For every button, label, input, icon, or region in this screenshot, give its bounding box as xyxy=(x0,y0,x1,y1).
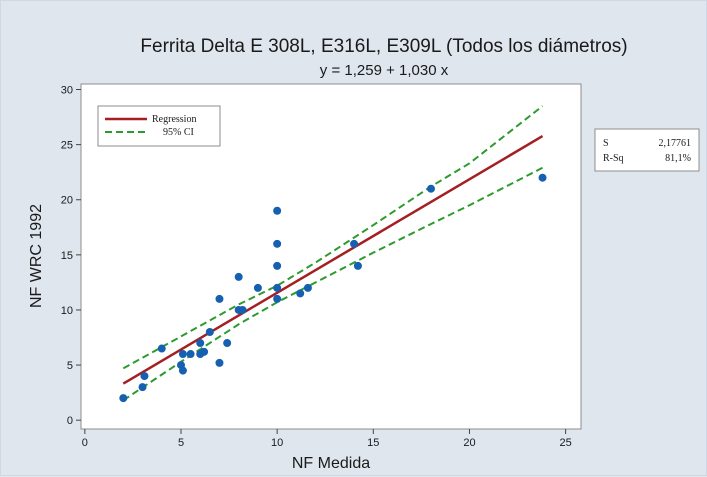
data-point xyxy=(273,294,282,303)
y-tick-label: 20 xyxy=(61,195,73,207)
data-point xyxy=(538,173,547,182)
chart-subtitle: y = 1,259 + 1,030 x xyxy=(320,62,449,79)
data-point xyxy=(296,289,305,298)
data-point xyxy=(215,358,224,367)
data-point xyxy=(200,347,209,356)
data-point xyxy=(234,272,243,281)
stats-box: S 2,17761 R-Sq 81,1% xyxy=(594,128,700,172)
data-point xyxy=(273,206,282,215)
legend-box xyxy=(97,105,221,147)
data-point xyxy=(253,283,262,292)
legend-ci-label: 95% CI xyxy=(163,127,194,138)
x-tick-label: 15 xyxy=(367,437,379,449)
data-point xyxy=(157,344,166,353)
y-axis-label: NF WRC 1992 xyxy=(28,204,45,308)
ci-lower-line xyxy=(122,166,543,402)
x-axis: 0 5 10 15 20 25 xyxy=(82,429,572,449)
data-point xyxy=(223,339,232,348)
regression-line xyxy=(122,135,544,385)
stats-box-frame xyxy=(594,128,700,172)
y-tick-label: 15 xyxy=(61,250,73,262)
data-point xyxy=(119,394,128,403)
data-point xyxy=(273,283,282,292)
data-point xyxy=(140,372,149,381)
y-tick-label: 0 xyxy=(67,415,73,427)
y-axis: 0 5 10 15 20 25 30 xyxy=(61,85,81,427)
data-point xyxy=(186,350,195,359)
x-tick-label: 25 xyxy=(559,437,571,449)
data-point xyxy=(178,350,187,359)
data-point xyxy=(138,383,147,392)
data-point xyxy=(273,261,282,270)
x-tick-label: 0 xyxy=(82,437,88,449)
data-point xyxy=(273,239,282,248)
data-point xyxy=(353,261,362,270)
x-tick-label: 20 xyxy=(463,437,475,449)
legend: Regression 95% CI xyxy=(97,105,221,147)
data-point xyxy=(205,328,214,337)
data-point xyxy=(196,339,205,348)
data-point xyxy=(427,184,435,193)
data-point xyxy=(350,239,359,248)
chart-title: Ferrita Delta E 308L, E316L, E309L (Todo… xyxy=(140,36,627,57)
y-tick-label: 25 xyxy=(61,140,73,152)
x-axis-label: NF Medida xyxy=(292,455,370,472)
stats-s-value: 2,17761 xyxy=(659,138,692,149)
data-point xyxy=(215,294,224,303)
y-tick-label: 30 xyxy=(61,85,73,97)
stats-rsq-value: 81,1% xyxy=(665,153,691,164)
data-point xyxy=(238,305,247,314)
data-point xyxy=(178,366,187,375)
regression-line-group xyxy=(122,135,544,385)
data-point xyxy=(303,283,312,292)
legend-regression-label: Regression xyxy=(152,114,196,125)
confidence-interval-lines xyxy=(122,105,544,402)
stats-rsq-label: R-Sq xyxy=(603,153,624,164)
stats-s-label: S xyxy=(603,138,609,149)
y-tick-label: 10 xyxy=(61,305,73,317)
x-tick-label: 10 xyxy=(271,437,283,449)
x-tick-label: 5 xyxy=(178,437,184,449)
ci-upper-line xyxy=(122,105,544,370)
y-tick-label: 5 xyxy=(67,360,73,372)
data-points xyxy=(119,173,547,403)
